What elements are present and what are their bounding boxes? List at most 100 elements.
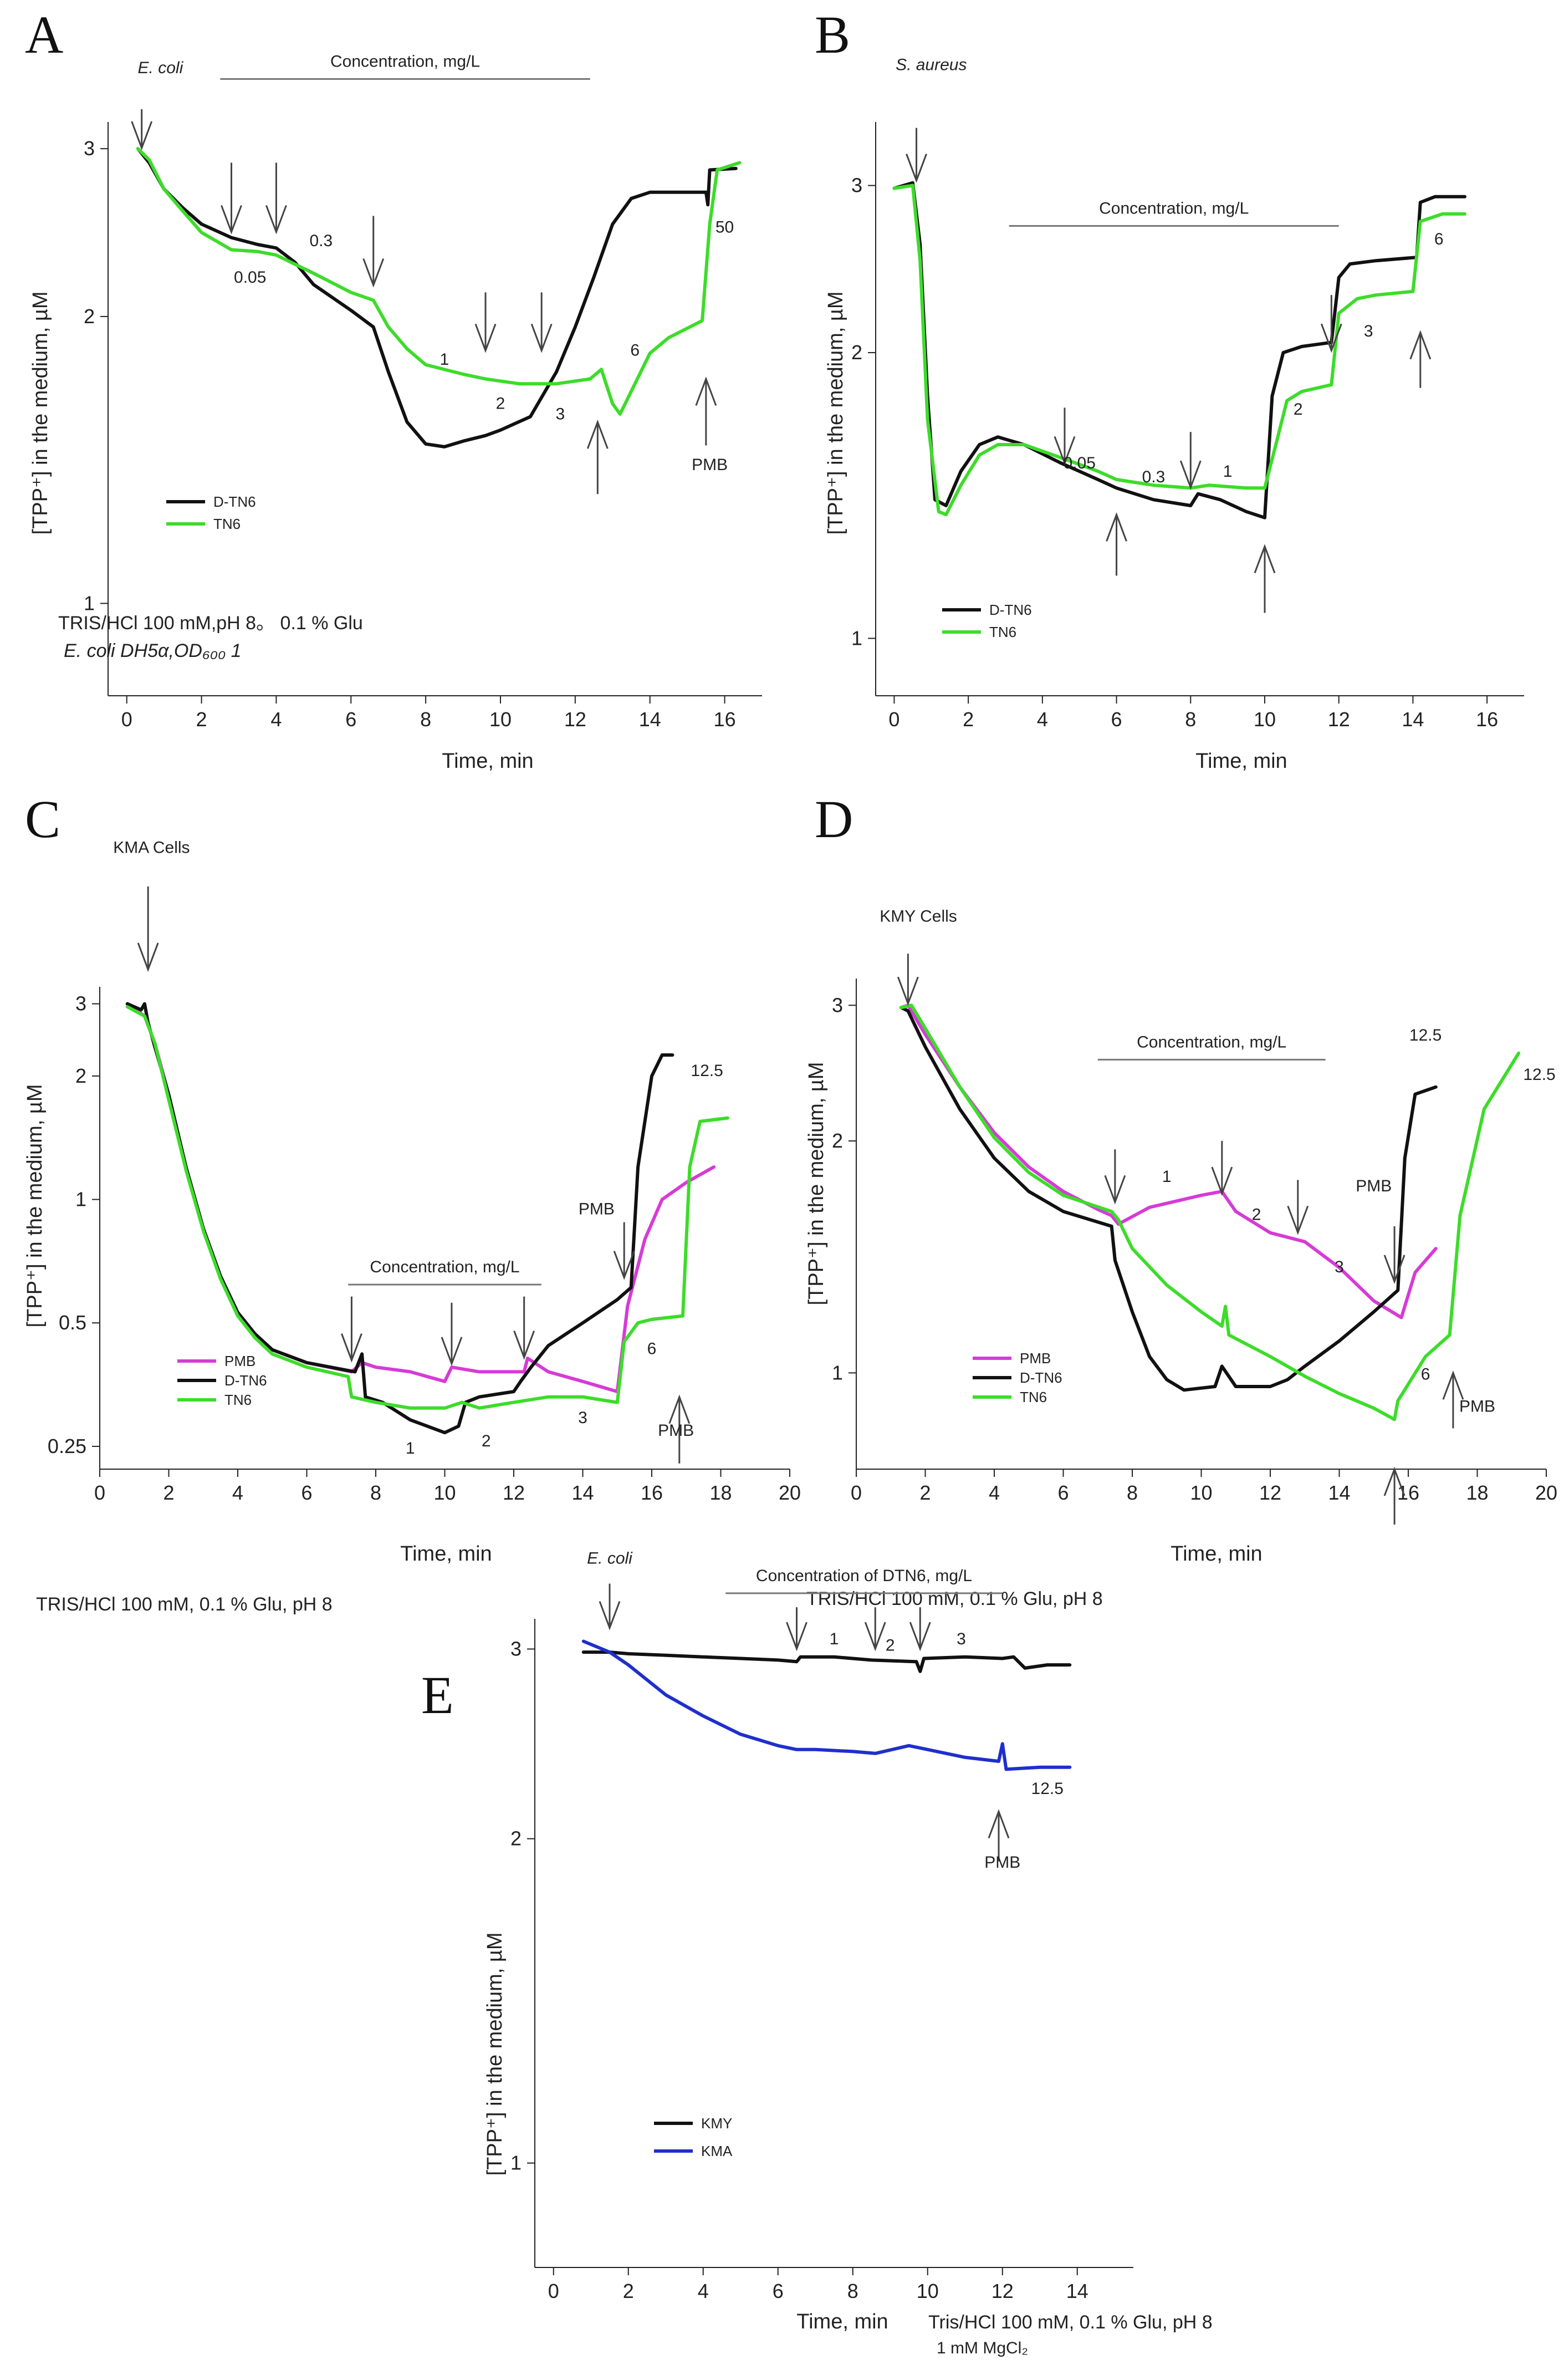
panel-label: A bbox=[25, 5, 63, 64]
annotation-label: PMB bbox=[579, 1200, 615, 1218]
plot-C: 0 2 4 6 8 10 12 14 16 18 200.250.5123Concentration… bbox=[48, 838, 801, 1504]
annotation-label: 12.5 bbox=[1523, 1066, 1555, 1084]
y-tick-label: 1 bbox=[75, 1188, 86, 1211]
annotation-label: 50 bbox=[715, 218, 734, 236]
x-tick-label: 0 bbox=[94, 1481, 105, 1504]
event-arrow bbox=[1106, 512, 1127, 576]
event-arrow bbox=[265, 162, 287, 235]
y-tick-label: 2 bbox=[851, 341, 862, 364]
annotation-label: 1 bbox=[1223, 462, 1233, 481]
series-line-tn6 bbox=[136, 147, 742, 416]
legend-entry: D-TN6 bbox=[1020, 1369, 1062, 1386]
x-tick-label: 2 bbox=[963, 708, 974, 731]
event-arrow bbox=[786, 1607, 807, 1652]
event-arrow bbox=[474, 292, 497, 353]
legend-entry: KMY bbox=[701, 2115, 732, 2132]
x-tick-label: 4 bbox=[232, 1481, 243, 1504]
event-arrow bbox=[131, 109, 153, 151]
annotation-label: 2 bbox=[1252, 1205, 1261, 1224]
annotation-label: 3 bbox=[578, 1409, 587, 1427]
legend-entry: PMB bbox=[1020, 1350, 1051, 1367]
event-arrow bbox=[441, 1302, 463, 1367]
event-arrow bbox=[1254, 544, 1276, 613]
annotation-label: 2 bbox=[482, 1432, 491, 1450]
x-tick-label: 14 bbox=[639, 708, 661, 731]
legend-entry: D-TN6 bbox=[989, 602, 1032, 618]
note-strain: E. coli DH5α,OD₆₀₀ 1 bbox=[64, 640, 242, 661]
event-arrow bbox=[909, 1607, 931, 1652]
annotation-label: PMB bbox=[692, 456, 728, 474]
event-arrow bbox=[613, 1222, 635, 1280]
legend-entry: D-TN6 bbox=[224, 1372, 267, 1389]
annotation-label: 12.5 bbox=[1409, 1026, 1442, 1044]
series-line-tn6 bbox=[899, 1003, 1521, 1421]
legend: D-TN6 TN6 bbox=[166, 493, 256, 532]
series-line-d-tn6 bbox=[899, 1006, 1438, 1392]
y-tick-label: 2 bbox=[510, 1827, 522, 1850]
note-buffer: Tris/HCl 100 mM, 0.1 % Glu, pH 8 bbox=[928, 2312, 1213, 2333]
x-tick-label: 8 bbox=[420, 708, 431, 731]
y-axis-label: [TPP⁺] in the medium, µM bbox=[824, 292, 847, 535]
concentration-bar-label: Concentration, mg/L bbox=[330, 53, 480, 71]
annotation-label: 1 bbox=[406, 1439, 415, 1457]
y-tick-label: 1 bbox=[510, 2152, 522, 2174]
x-tick-label: 0 bbox=[548, 2280, 559, 2302]
annotation-label: 6 bbox=[1421, 1365, 1430, 1384]
y-tick-label: 2 bbox=[832, 1129, 843, 1152]
event-arrow bbox=[988, 1809, 1010, 1862]
x-tick-label: 2 bbox=[919, 1481, 931, 1504]
x-tick-label: 12 bbox=[1259, 1481, 1281, 1504]
x-tick-label: 0 bbox=[121, 708, 132, 731]
y-tick-label: 1 bbox=[832, 1361, 843, 1384]
x-tick-label: 14 bbox=[1066, 2280, 1088, 2302]
x-tick-label: 20 bbox=[1535, 1481, 1557, 1504]
y-tick-label: 1 bbox=[851, 626, 862, 649]
annotation-label: KMY Cells bbox=[880, 908, 957, 926]
x-axis-label: Time, min bbox=[1171, 1542, 1262, 1566]
panel-label: B bbox=[815, 5, 850, 64]
event-arrow bbox=[530, 292, 553, 353]
x-tick-label: 2 bbox=[163, 1481, 174, 1504]
x-tick-label: 0 bbox=[888, 708, 899, 731]
annotation-label: 1 bbox=[830, 1630, 839, 1648]
annotation-label: 2 bbox=[886, 1636, 895, 1654]
note-mgcl2: 1 mM MgCl₂ bbox=[937, 2339, 1028, 2357]
y-tick-label: 3 bbox=[510, 1637, 522, 1660]
annotation-label: PMB bbox=[984, 1853, 1020, 1872]
y-axis-label: [TPP⁺] in the medium, µM bbox=[483, 1933, 507, 2176]
event-arrow bbox=[1383, 1466, 1405, 1525]
annotation-label: 3 bbox=[957, 1630, 966, 1648]
note-buffer: TRIS/HCl 100 mM,pH 8。 0.1 % Glu bbox=[58, 613, 363, 634]
x-tick-label: 10 bbox=[917, 2280, 939, 2302]
event-arrow bbox=[513, 1296, 535, 1360]
series-line-kmy bbox=[581, 1650, 1072, 1673]
x-tick-label: 8 bbox=[1127, 1481, 1138, 1504]
event-arrow bbox=[1383, 1226, 1405, 1285]
concentration-bar-label: Concentration of DTN6, mg/L bbox=[756, 1567, 972, 1585]
annotation-label: E. coli bbox=[587, 1550, 633, 1568]
annotation-label: 3 bbox=[1364, 322, 1373, 340]
annotation-label: 6 bbox=[630, 341, 640, 359]
panel-label: C bbox=[25, 789, 60, 849]
event-arrow bbox=[341, 1296, 362, 1363]
y-tick-label: 0.25 bbox=[48, 1435, 86, 1457]
event-arrow bbox=[599, 1583, 621, 1630]
x-tick-label: 6 bbox=[1111, 708, 1122, 731]
event-arrow bbox=[864, 1607, 886, 1652]
event-arrow bbox=[897, 954, 919, 1006]
x-tick-label: 0 bbox=[851, 1481, 862, 1504]
event-arrow bbox=[1054, 407, 1076, 466]
x-tick-label: 10 bbox=[433, 1481, 456, 1504]
event-arrow bbox=[906, 128, 927, 183]
y-tick-label: 3 bbox=[832, 993, 843, 1016]
event-arrow bbox=[221, 162, 242, 235]
annotation-label: PMB bbox=[1459, 1398, 1495, 1416]
y-tick-label: 2 bbox=[84, 305, 95, 328]
event-arrow bbox=[1320, 295, 1342, 353]
x-tick-label: 16 bbox=[1476, 708, 1498, 731]
concentration-bar-label: Concentration, mg/L bbox=[1099, 199, 1249, 217]
